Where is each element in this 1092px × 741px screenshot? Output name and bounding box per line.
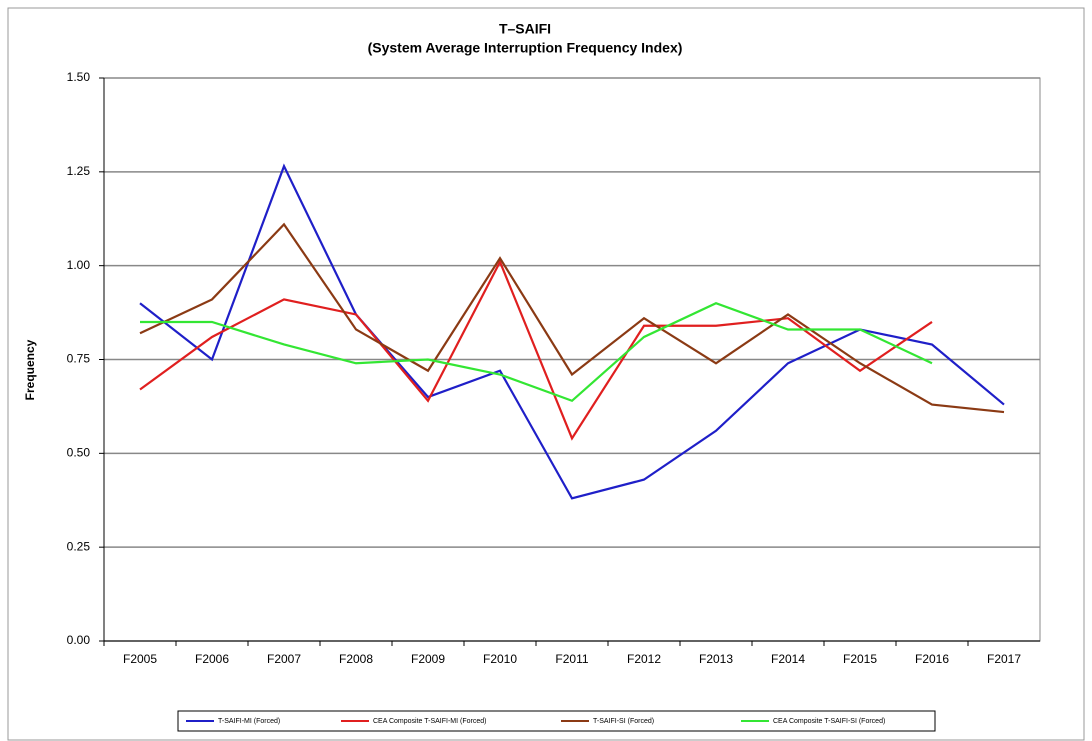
legend-label: CEA Composite T-SAIFI-MI (Forced) — [373, 718, 486, 725]
y-axis-label: Frequency — [23, 339, 37, 400]
legend-label: T-SAIFI-MI (Forced) — [218, 718, 280, 725]
chart-title: T–SAIFI — [499, 21, 551, 37]
x-tick-label: F2005 — [123, 652, 157, 666]
series-line — [139, 222, 1005, 414]
series-line — [139, 259, 933, 441]
y-tick-label: 1.25 — [67, 164, 91, 178]
y-tick-label: 0.25 — [67, 539, 91, 553]
legend-label: CEA Composite T-SAIFI-SI (Forced) — [773, 718, 885, 725]
x-tick-label: F2006 — [195, 652, 229, 666]
x-tick-label: F2007 — [267, 652, 301, 666]
x-tick-label: F2008 — [339, 652, 373, 666]
x-tick-label: F2014 — [771, 652, 805, 666]
y-tick-label: 0.00 — [67, 633, 91, 647]
x-tick-label: F2012 — [627, 652, 661, 666]
y-tick-label: 1.50 — [67, 70, 91, 84]
x-tick-label: F2009 — [411, 652, 445, 666]
series-line — [140, 302, 933, 403]
y-tick-label: 0.50 — [67, 446, 91, 460]
x-tick-label: F2015 — [843, 652, 877, 666]
x-tick-label: F2017 — [987, 652, 1021, 666]
legend-box — [177, 710, 936, 732]
x-tick-label: F2013 — [699, 652, 733, 666]
y-tick-label: 1.00 — [67, 258, 91, 272]
x-tick-label: F2011 — [555, 652, 588, 666]
x-tick-label: F2010 — [483, 652, 517, 666]
chart-subtitle: (System Average Interruption Frequency I… — [368, 40, 683, 56]
y-tick-label: 0.75 — [67, 352, 91, 366]
legend-label: T-SAIFI-SI (Forced) — [593, 718, 654, 725]
x-tick-label: F2016 — [915, 652, 949, 666]
